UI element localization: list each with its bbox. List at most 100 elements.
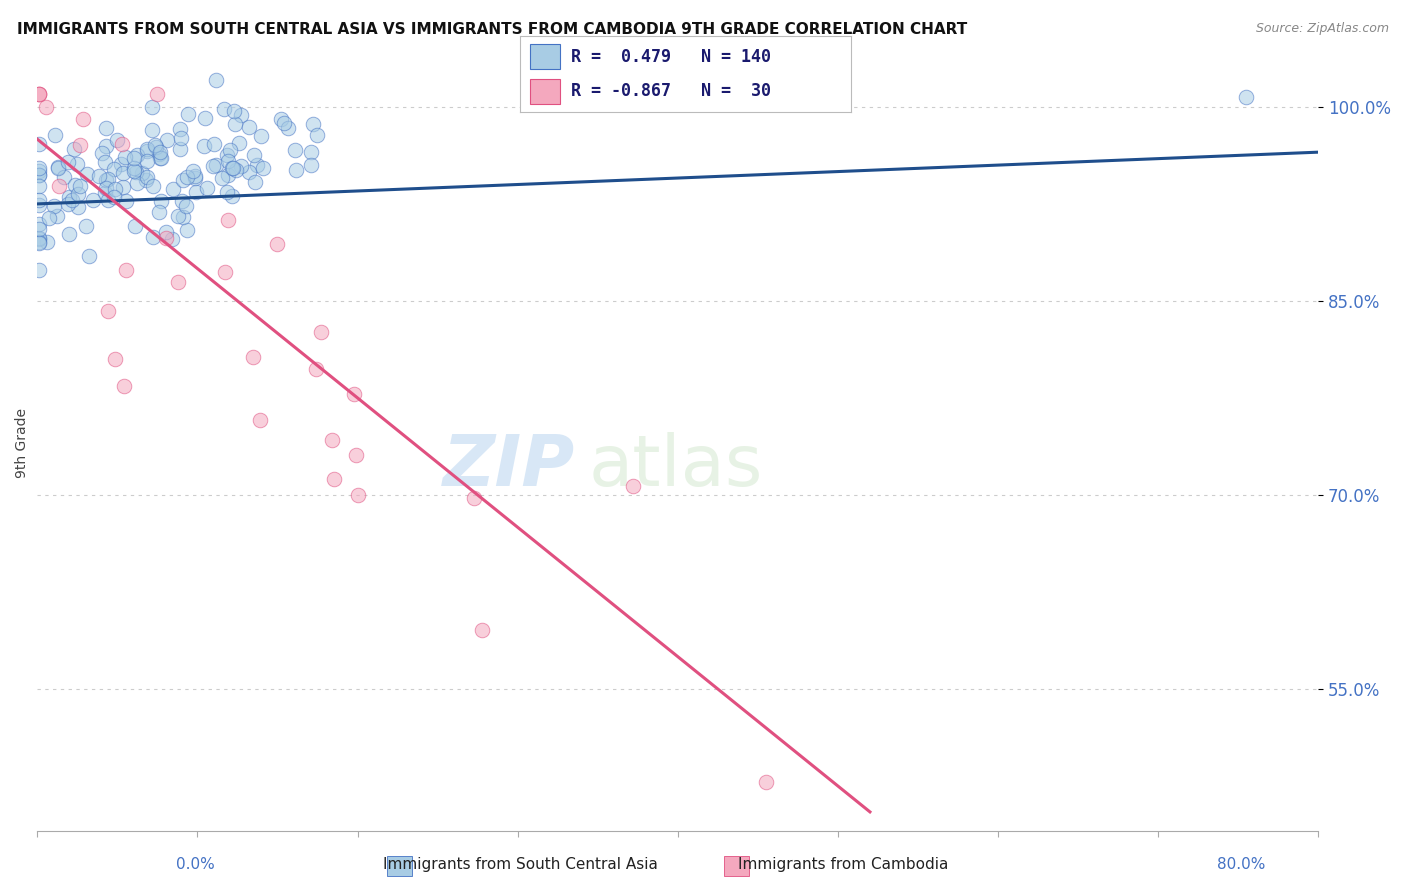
- Point: [285, 163, 308, 178]
- Point: [184, 170, 207, 185]
- Point: [56, 154, 79, 169]
- Point: [46, 209, 69, 223]
- Point: [471, 623, 494, 637]
- Point: [242, 148, 264, 162]
- Point: [1234, 89, 1257, 103]
- Point: [28, 232, 51, 246]
- Point: [135, 173, 157, 187]
- Point: [124, 161, 146, 175]
- Point: [125, 148, 148, 162]
- Point: [463, 491, 485, 506]
- Point: [141, 179, 163, 194]
- Point: [219, 144, 242, 158]
- Point: [66, 200, 89, 214]
- Point: [135, 144, 157, 158]
- Point: [52, 170, 75, 185]
- Point: [243, 175, 266, 189]
- Point: [169, 142, 191, 156]
- Point: [221, 161, 243, 175]
- Point: [146, 87, 169, 101]
- Point: [305, 361, 328, 376]
- Text: IMMIGRANTS FROM SOUTH CENTRAL ASIA VS IMMIGRANTS FROM CAMBODIA 9TH GRADE CORRELA: IMMIGRANTS FROM SOUTH CENTRAL ASIA VS IM…: [17, 22, 967, 37]
- Point: [344, 448, 367, 462]
- Point: [28, 197, 51, 211]
- Point: [127, 176, 149, 190]
- Point: [112, 180, 135, 194]
- Point: [217, 168, 239, 182]
- Point: [214, 102, 236, 116]
- Point: [66, 157, 89, 171]
- Text: ZIP: ZIP: [443, 432, 575, 501]
- FancyBboxPatch shape: [530, 44, 560, 69]
- Point: [28, 168, 51, 182]
- Point: [91, 146, 114, 161]
- Point: [104, 181, 127, 195]
- Point: [111, 136, 134, 151]
- Point: [66, 186, 89, 201]
- Text: Immigrants from Cambodia: Immigrants from Cambodia: [738, 857, 949, 872]
- Point: [77, 249, 100, 263]
- Point: [201, 159, 224, 173]
- Point: [145, 139, 167, 153]
- Point: [97, 193, 120, 207]
- Point: [252, 161, 274, 175]
- Point: [44, 199, 66, 213]
- Point: [131, 166, 153, 180]
- Point: [347, 488, 370, 502]
- Point: [94, 186, 117, 200]
- Point: [148, 204, 170, 219]
- Point: [63, 142, 86, 156]
- Point: [155, 225, 177, 239]
- Text: Immigrants from South Central Asia: Immigrants from South Central Asia: [382, 857, 658, 872]
- Point: [205, 158, 228, 172]
- Point: [323, 472, 346, 486]
- Point: [149, 151, 172, 165]
- FancyBboxPatch shape: [530, 78, 560, 104]
- Point: [28, 178, 51, 193]
- Point: [28, 169, 51, 183]
- Point: [309, 325, 332, 339]
- Point: [38, 211, 60, 226]
- Point: [135, 154, 157, 169]
- Point: [87, 169, 110, 184]
- Point: [224, 117, 246, 131]
- Point: [176, 223, 198, 237]
- Point: [143, 137, 166, 152]
- Point: [186, 185, 208, 199]
- Point: [124, 219, 146, 233]
- Point: [214, 265, 236, 279]
- Point: [273, 116, 295, 130]
- Point: [115, 194, 138, 208]
- Point: [184, 169, 207, 183]
- Point: [122, 151, 145, 165]
- Point: [141, 100, 163, 114]
- Point: [215, 186, 238, 200]
- Point: [48, 178, 70, 193]
- Point: [94, 181, 117, 195]
- Point: [96, 139, 118, 153]
- Point: [249, 413, 271, 427]
- Point: [149, 145, 172, 159]
- Point: [217, 148, 239, 162]
- Point: [28, 231, 51, 245]
- Point: [222, 104, 245, 119]
- Point: [60, 194, 83, 208]
- Point: [97, 304, 120, 318]
- Point: [266, 237, 288, 252]
- Point: [202, 136, 225, 151]
- Point: [37, 235, 59, 249]
- Point: [195, 180, 218, 194]
- Point: [174, 199, 197, 213]
- Point: [103, 352, 125, 367]
- Point: [69, 178, 91, 193]
- Point: [124, 164, 146, 178]
- Point: [169, 131, 191, 145]
- Point: [231, 159, 253, 173]
- Point: [105, 133, 128, 147]
- Point: [299, 145, 322, 159]
- Point: [28, 236, 51, 251]
- Text: 80.0%: 80.0%: [1218, 857, 1265, 872]
- Point: [58, 189, 80, 203]
- Point: [122, 163, 145, 178]
- Point: [28, 161, 51, 175]
